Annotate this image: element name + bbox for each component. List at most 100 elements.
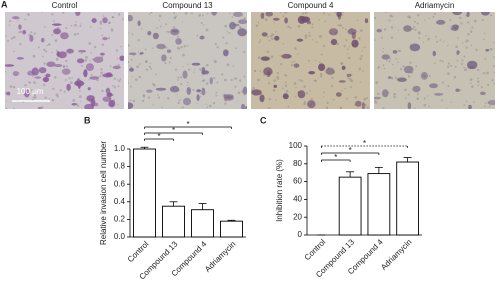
cell (12, 16, 20, 20)
pore (331, 76, 334, 79)
cell (259, 94, 265, 103)
micrograph (374, 12, 495, 109)
cell (112, 65, 121, 70)
cell (76, 58, 85, 64)
pore (450, 64, 453, 68)
cell (282, 93, 289, 100)
cell (297, 15, 306, 24)
pore (70, 24, 73, 27)
pore (187, 81, 189, 84)
pore (298, 78, 301, 82)
pore (484, 102, 487, 104)
pore (135, 78, 138, 81)
pore (436, 40, 439, 43)
pore (74, 24, 77, 27)
cell (479, 91, 486, 96)
pore (117, 13, 121, 16)
pore (382, 50, 384, 53)
pore (362, 46, 364, 48)
cell (22, 30, 27, 35)
pore (176, 46, 180, 50)
pore (301, 12, 305, 15)
pore (397, 49, 400, 52)
cell (128, 102, 134, 109)
pore (8, 24, 11, 26)
pore (297, 24, 301, 28)
pore (111, 28, 113, 30)
pore (386, 60, 388, 62)
pore (167, 30, 170, 34)
cell (100, 52, 105, 56)
pore (202, 14, 204, 17)
pore (62, 65, 66, 69)
pore (308, 34, 311, 38)
pore (24, 84, 27, 87)
cell (341, 65, 346, 71)
pore (297, 52, 299, 55)
cell (105, 88, 111, 94)
cell (487, 100, 495, 106)
pore (190, 12, 193, 15)
pore (404, 88, 407, 92)
cell (274, 35, 280, 41)
significance-star: * (363, 139, 366, 148)
pore (453, 75, 457, 79)
pore (68, 77, 71, 80)
cell (27, 70, 35, 76)
cell (260, 56, 270, 61)
pore (337, 24, 340, 27)
significance-star: * (334, 153, 337, 162)
pore (455, 45, 458, 49)
pore (5, 91, 7, 95)
pore (55, 49, 58, 52)
pore (173, 12, 176, 15)
pore (275, 30, 277, 33)
pore (199, 68, 202, 71)
pore (100, 68, 103, 71)
pore (359, 81, 361, 83)
pore (459, 89, 462, 91)
cell (60, 32, 69, 40)
pore (471, 26, 474, 29)
cell (61, 68, 71, 75)
pore (257, 21, 260, 24)
cell (71, 102, 77, 106)
pore (414, 28, 417, 31)
cell (66, 83, 71, 91)
pore (138, 75, 142, 79)
micrograph (251, 12, 370, 109)
pore (331, 85, 333, 88)
pore (182, 66, 184, 68)
pore (80, 64, 83, 67)
pore (168, 61, 171, 64)
pore (433, 12, 436, 15)
x-tick-label: Control (303, 237, 328, 262)
pore (234, 85, 237, 88)
cell (468, 104, 472, 109)
cell (436, 19, 446, 25)
pore (149, 62, 151, 65)
pore (202, 24, 205, 26)
pore (115, 49, 118, 52)
pore (393, 95, 397, 99)
pore (89, 59, 91, 61)
y-tick-label: 20 (293, 212, 302, 221)
pore (454, 65, 457, 68)
pore (213, 59, 215, 62)
pore (33, 96, 37, 99)
cell (374, 96, 382, 100)
cell (306, 20, 312, 25)
pore (140, 27, 143, 30)
pore (199, 96, 202, 98)
pore (484, 58, 487, 60)
pore (199, 92, 202, 95)
pore (99, 20, 103, 24)
pore (483, 38, 485, 40)
pore (226, 63, 230, 67)
cell (108, 99, 116, 108)
pore (483, 32, 486, 34)
pore (65, 59, 68, 63)
pore (226, 31, 228, 33)
pore (358, 67, 362, 71)
pore (374, 39, 376, 42)
